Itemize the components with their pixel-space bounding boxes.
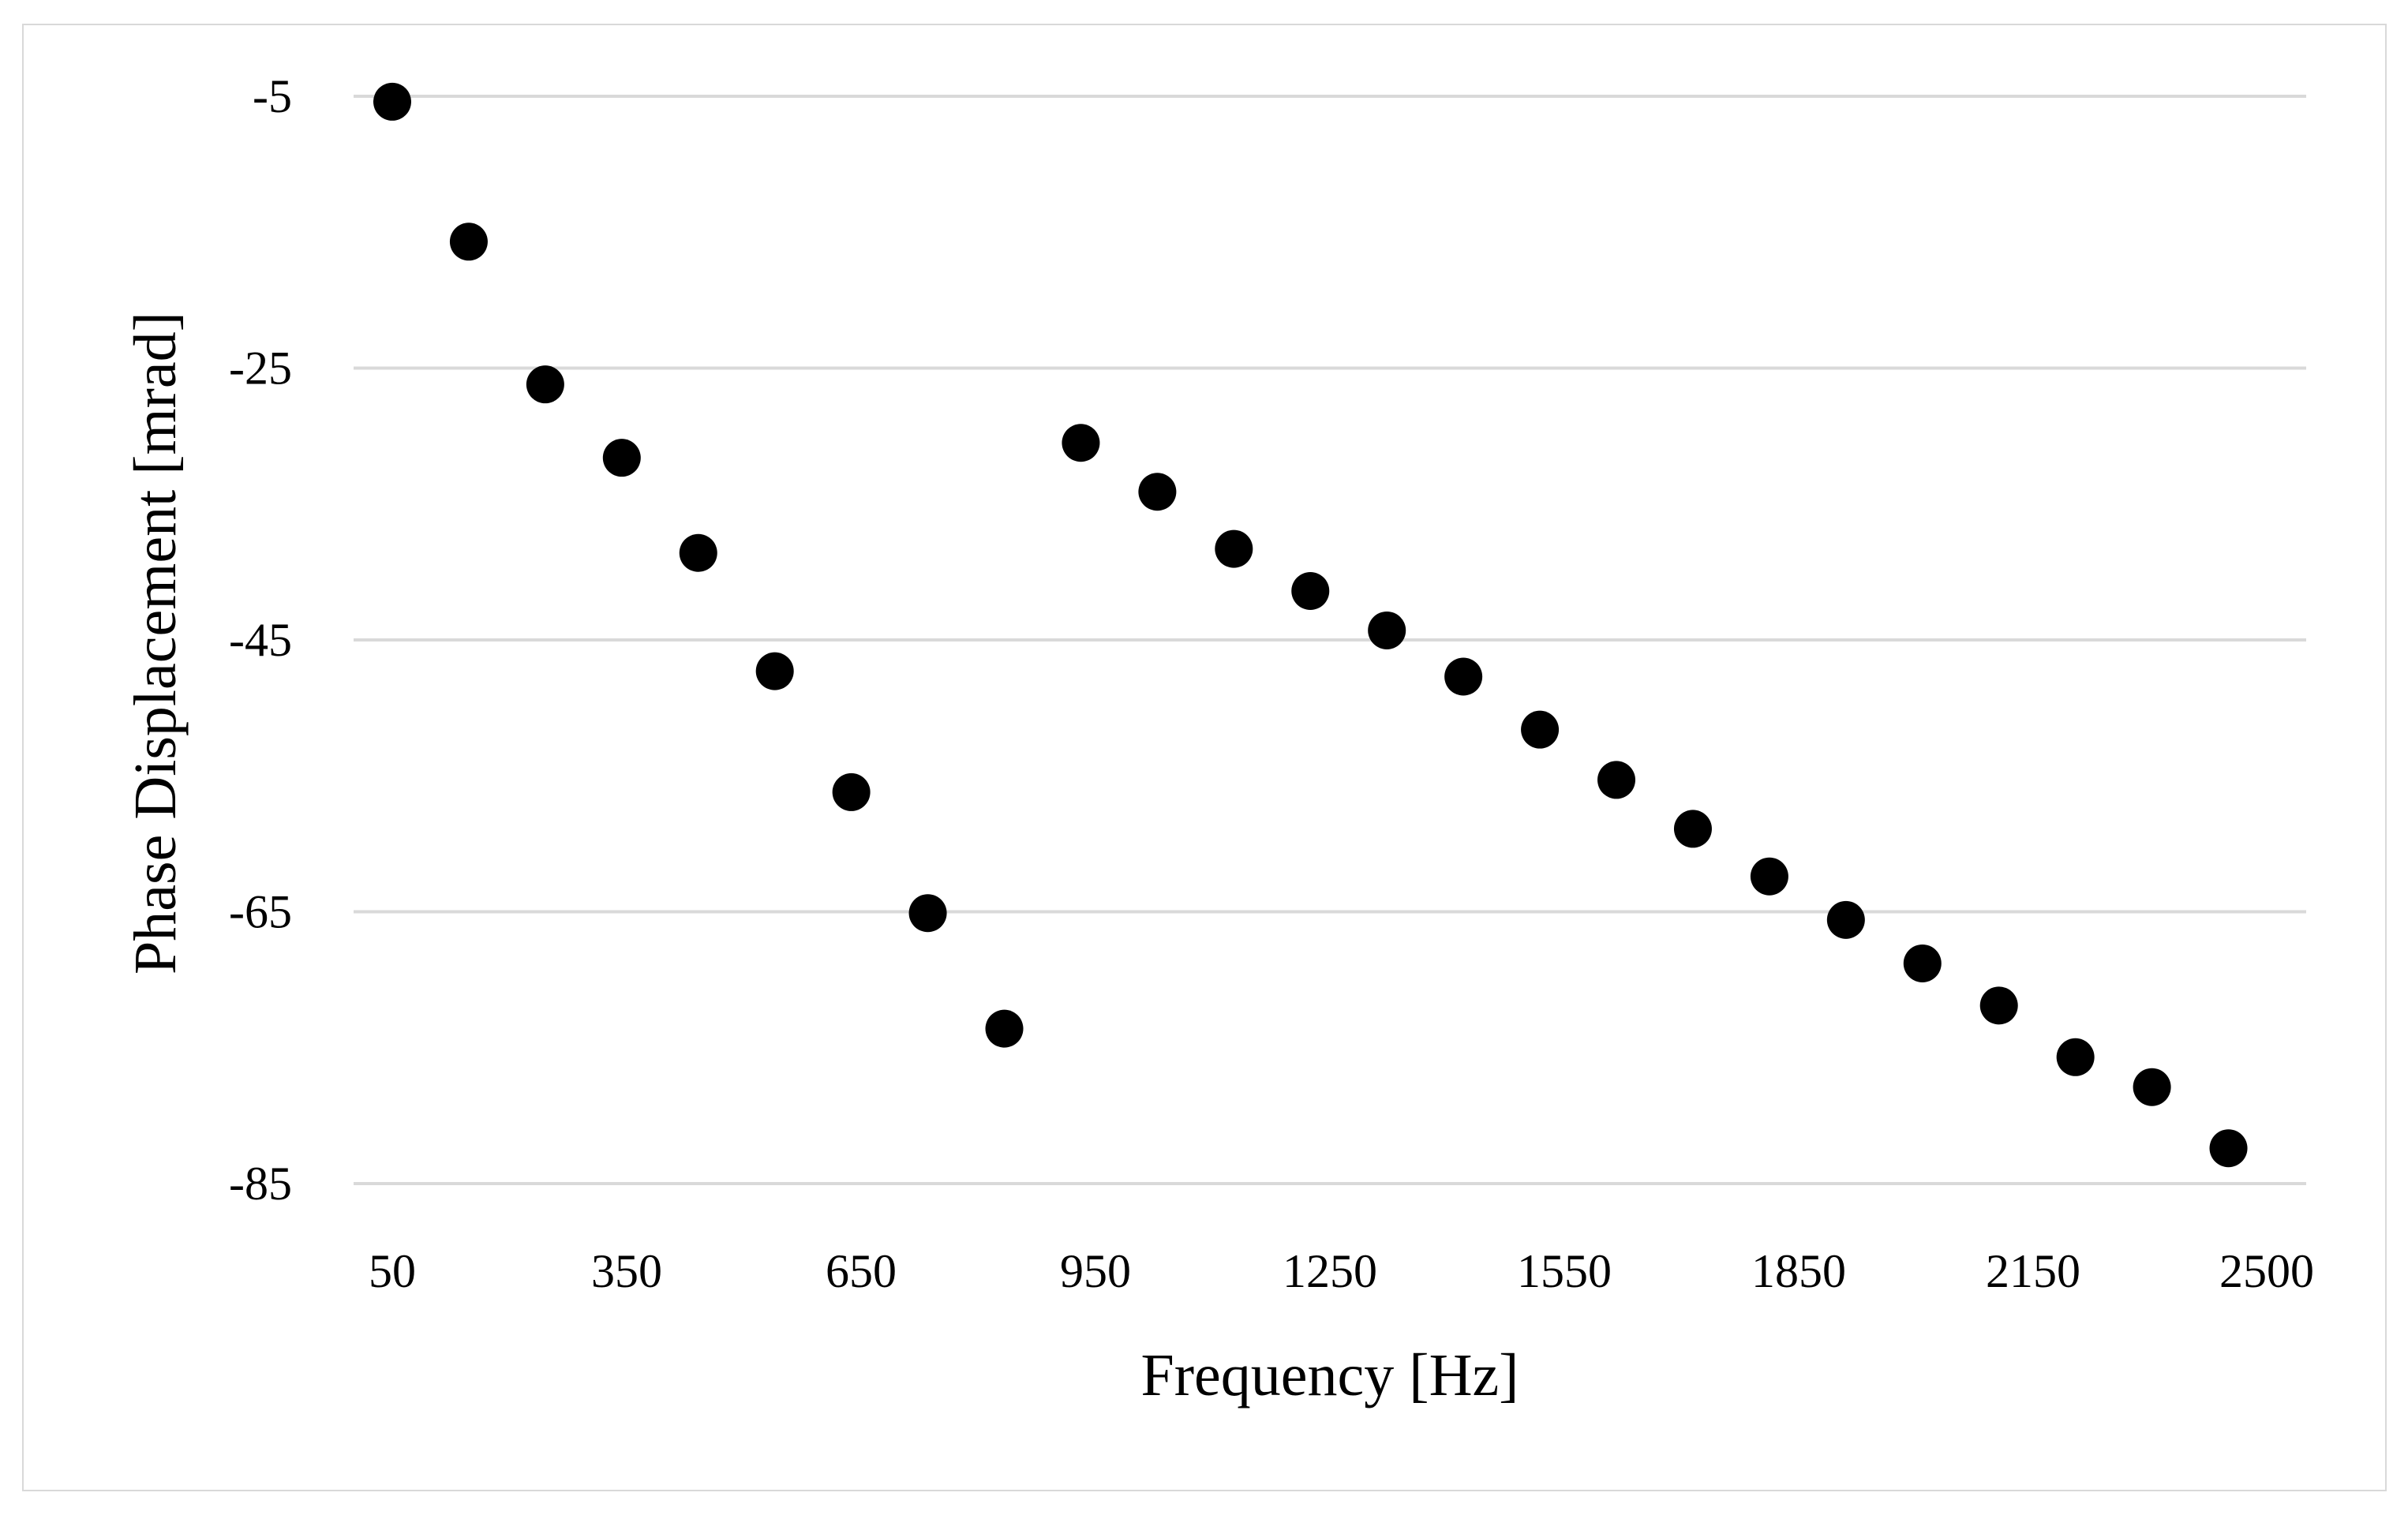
y-tick-label: -65 — [229, 886, 292, 938]
data-point — [1521, 710, 1560, 749]
data-point — [1138, 473, 1177, 511]
y-tick-label: -25 — [229, 342, 292, 395]
y-tick-labels: -5 -25 -45 -65 -85 — [229, 70, 292, 1210]
x-tick-label: 1250 — [1283, 1245, 1377, 1297]
y-axis-title: Phase Displacement [mrad] — [122, 312, 189, 974]
y-tick-label: -45 — [229, 614, 292, 666]
x-tick-label: 2150 — [1986, 1245, 2080, 1297]
data-point — [832, 772, 871, 811]
data-point — [1597, 761, 1636, 799]
data-point — [1062, 424, 1100, 462]
data-point — [602, 439, 641, 477]
data-point — [2209, 1129, 2248, 1168]
gridlines — [354, 95, 2306, 1185]
y-tick-label: -5 — [253, 70, 292, 122]
chart-frame — [22, 24, 2387, 1491]
data-point — [2056, 1038, 2095, 1076]
data-point — [755, 652, 794, 690]
data-point — [1673, 810, 1712, 848]
data-point — [1291, 571, 1330, 610]
data-point — [526, 365, 564, 404]
data-point — [908, 894, 947, 933]
data-point — [1215, 529, 1253, 568]
data-point — [1368, 611, 1406, 649]
data-point — [1903, 944, 1942, 982]
data-point — [2133, 1068, 2171, 1106]
data-point — [449, 223, 488, 261]
x-tick-label: 950 — [1060, 1245, 1131, 1297]
y-tick-label: -85 — [229, 1158, 292, 1210]
x-tick-labels: 50 350 650 950 1250 1550 1850 2150 2500 — [369, 1245, 2314, 1297]
x-tick-label: 1850 — [1751, 1245, 1846, 1297]
data-point — [1750, 857, 1788, 896]
x-tick-label: 650 — [826, 1245, 897, 1297]
x-tick-label: 1550 — [1517, 1245, 1612, 1297]
x-tick-label: 50 — [369, 1245, 416, 1297]
x-axis-title: Frequency [Hz] — [1140, 1342, 1519, 1408]
data-point — [985, 1009, 1024, 1048]
data-point — [373, 82, 411, 121]
data-points — [373, 82, 2248, 1168]
data-point — [1444, 657, 1483, 696]
data-point — [1826, 900, 1865, 939]
x-tick-label: 2500 — [2219, 1245, 2314, 1297]
x-tick-label: 350 — [591, 1245, 662, 1297]
data-point — [1979, 986, 2018, 1025]
data-point — [679, 533, 717, 572]
